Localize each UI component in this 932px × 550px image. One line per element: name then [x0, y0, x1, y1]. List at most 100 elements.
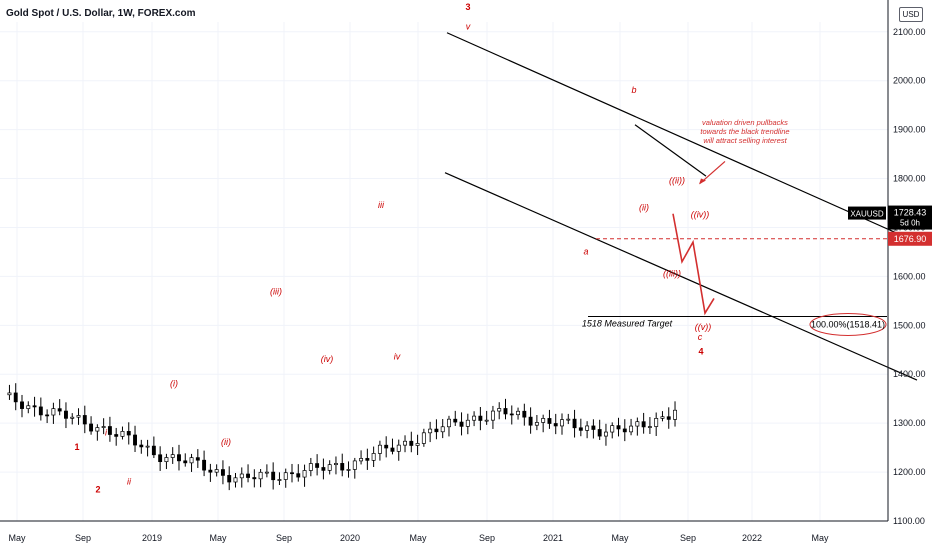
candle-body: [465, 419, 470, 427]
candle-body: [409, 440, 414, 446]
candle-body: [177, 454, 181, 462]
wave-label: a: [583, 246, 588, 256]
candle-body: [321, 467, 326, 471]
wave-label: ((iv)): [691, 210, 710, 220]
candle-body: [290, 472, 294, 475]
wave-label: iv: [394, 352, 401, 362]
candle-body: [572, 418, 577, 429]
candle-body: [635, 421, 640, 427]
candle-body: [239, 473, 244, 479]
candles: [7, 383, 677, 491]
candle-body: [346, 469, 351, 471]
candle-body: [264, 471, 269, 474]
candle-body: [566, 418, 571, 421]
x-tick-label: 2022: [742, 533, 762, 543]
candle-body: [503, 408, 508, 415]
candle-body: [459, 421, 464, 427]
candle-body: [327, 464, 332, 471]
wave-label: ((iii)): [663, 268, 681, 278]
candle-body: [120, 431, 125, 437]
x-axis-labels: May Sep 2019 May Sep 2020 May Sep 2021 May Sep 2022…: [8, 533, 829, 543]
candle-body: [95, 427, 100, 432]
candle-body: [516, 410, 520, 416]
wave-label: (i): [170, 378, 178, 388]
candle-body: [7, 392, 12, 396]
candle-body: [654, 418, 659, 427]
candle-body: [415, 443, 420, 446]
wave-labels: 12iii(i)(ii)(iii)(iv)iiiiv3vab(ii)((ii))…: [74, 2, 887, 495]
candle-body: [220, 469, 225, 476]
projection-path: [672, 160, 726, 316]
candle-body: [26, 405, 31, 409]
projection-zigzag: [672, 213, 715, 316]
y-tick-label: 1400.00: [893, 369, 926, 379]
symbol-tag-bg: [848, 206, 886, 220]
candle-body: [478, 415, 483, 421]
candle-body: [428, 428, 433, 434]
wave-label: ((ii)): [669, 175, 685, 185]
candle-body: [340, 463, 345, 471]
chart-title: Gold Spot / U.S. Dollar, 1W, FOREX.com: [6, 8, 196, 19]
wave-label: 4: [698, 347, 703, 357]
candle-body: [32, 405, 37, 408]
candle-body: [246, 473, 251, 478]
annotation-line: towards the black trendline: [700, 127, 789, 136]
candle-body: [629, 425, 634, 433]
candle-body: [101, 426, 106, 428]
candle-body: [560, 419, 564, 427]
candle-body: [509, 413, 514, 416]
candle-body: [208, 469, 213, 473]
y-tick-label: 2100.00: [893, 27, 926, 37]
candle-body: [591, 425, 596, 430]
candle-body: [610, 425, 615, 433]
candle-body: [202, 459, 207, 471]
candle-body: [233, 477, 238, 483]
wave-label: (iii): [270, 286, 282, 296]
annotation-arrowhead: [699, 178, 706, 185]
candle-body: [597, 429, 602, 437]
candle-body: [315, 463, 320, 468]
candle-body: [578, 427, 583, 431]
currency-button[interactable]: USD: [899, 7, 923, 22]
candle-body: [277, 479, 282, 481]
candle-body: [214, 469, 219, 473]
x-tick-label: May: [409, 533, 427, 543]
symbol-tag: XAUUSD: [850, 210, 884, 219]
candle-body: [490, 410, 495, 421]
candle-body: [604, 431, 608, 437]
wave-label: c: [698, 332, 703, 342]
wave-label: (ii): [221, 437, 231, 447]
candle-body: [547, 418, 552, 424]
wave-label: 1: [74, 442, 79, 452]
wave-label: iii: [378, 200, 385, 210]
x-tick-label: 2020: [340, 533, 360, 543]
y-tick-label: 1900.00: [893, 125, 926, 135]
wave-label: ((v)): [695, 322, 712, 332]
candle-body: [396, 444, 401, 452]
candle-body: [158, 454, 163, 463]
candle-body: [20, 401, 24, 409]
x-tick-label: May: [611, 533, 629, 543]
candle-body: [133, 434, 137, 446]
grid: [0, 22, 888, 522]
x-tick-label: Sep: [680, 533, 696, 543]
candle-body: [447, 418, 451, 428]
candle-body: [440, 426, 445, 433]
candle-body: [296, 473, 301, 478]
candle-body: [384, 444, 389, 449]
candle-body: [334, 463, 338, 466]
wave-label: v: [466, 21, 471, 31]
candle-body: [352, 460, 357, 470]
candle-body: [64, 410, 68, 419]
candle-body: [302, 470, 307, 478]
y-tick-label: 1800.00: [893, 174, 926, 184]
candle-body: [183, 460, 188, 464]
target-value: 100.00%(1518.41): [811, 320, 885, 330]
candle-body: [390, 447, 395, 452]
candle-body: [377, 444, 382, 454]
candle-body: [283, 472, 288, 480]
annotation-line: will attract selling interest: [703, 136, 787, 145]
y-tick-label: 1500.00: [893, 320, 926, 330]
y-tick-label: 1200.00: [893, 467, 926, 477]
